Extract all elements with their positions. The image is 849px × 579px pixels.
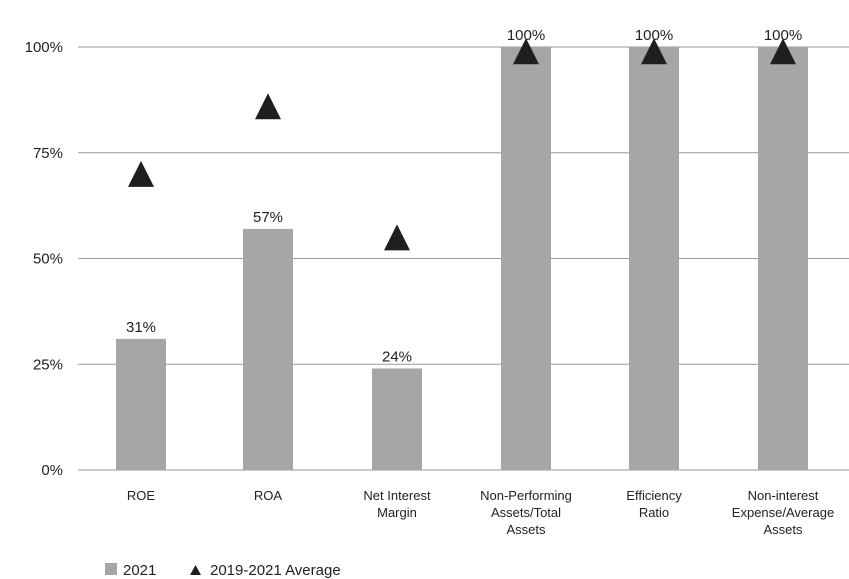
legend-label-2021: 2021: [123, 562, 156, 579]
bar: [372, 368, 422, 470]
bar-data-label: 100%: [507, 27, 545, 44]
y-tick-label: 50%: [33, 251, 63, 268]
bar-data-label: 31%: [126, 319, 156, 336]
category-label: Non-interest: [748, 488, 819, 503]
category-label: Ratio: [639, 505, 669, 520]
bar-data-labels: 31% 57% 24% 100% 100% 100%: [126, 27, 802, 365]
bar: [243, 228, 293, 470]
average-triangle-marker: [384, 224, 410, 251]
category-label: Non-Performing: [480, 488, 572, 503]
category-label: ROA: [254, 488, 283, 503]
legend-triangle-icon: [190, 565, 201, 575]
y-tick-label: 75%: [33, 145, 63, 162]
average-triangle-marker: [255, 93, 281, 120]
average-triangle-marker: [641, 38, 667, 65]
y-axis-tick-labels: 0% 25% 50% 75% 100%: [25, 39, 63, 479]
bar: [116, 338, 166, 470]
legend-swatch-2021: [105, 563, 117, 575]
gridlines: [78, 46, 849, 471]
average-triangle-marker: [128, 160, 154, 187]
x-axis-category-labels: ROE ROA Net Interest Margin Non-Performing As…: [127, 488, 834, 537]
y-tick-label: 25%: [33, 356, 63, 373]
category-label: Margin: [377, 505, 417, 520]
category-label: Efficiency: [626, 488, 682, 503]
y-tick-label: 100%: [25, 39, 63, 56]
bar: [758, 47, 808, 470]
category-label: Assets: [506, 522, 546, 537]
bar-data-label: 100%: [764, 27, 802, 44]
bar-data-label: 100%: [635, 27, 673, 44]
category-label: ROE: [127, 488, 156, 503]
bar: [629, 47, 679, 470]
legend-label-average: 2019-2021 Average: [210, 562, 341, 579]
bar: [501, 47, 551, 470]
bars-2021: [116, 47, 808, 470]
bar-data-label: 57%: [253, 209, 283, 226]
category-label: Assets: [763, 522, 803, 537]
average-triangle-marker: [513, 38, 539, 65]
average-markers: [128, 38, 796, 251]
bar-data-label: 24%: [382, 348, 412, 365]
category-label: Expense/Average: [732, 505, 834, 520]
category-label: Net Interest: [363, 488, 431, 503]
legend: 2021 2019-2021 Average: [105, 562, 341, 579]
average-triangle-marker: [770, 38, 796, 65]
y-tick-label: 0%: [41, 462, 63, 479]
category-label: Assets/Total: [491, 505, 561, 520]
